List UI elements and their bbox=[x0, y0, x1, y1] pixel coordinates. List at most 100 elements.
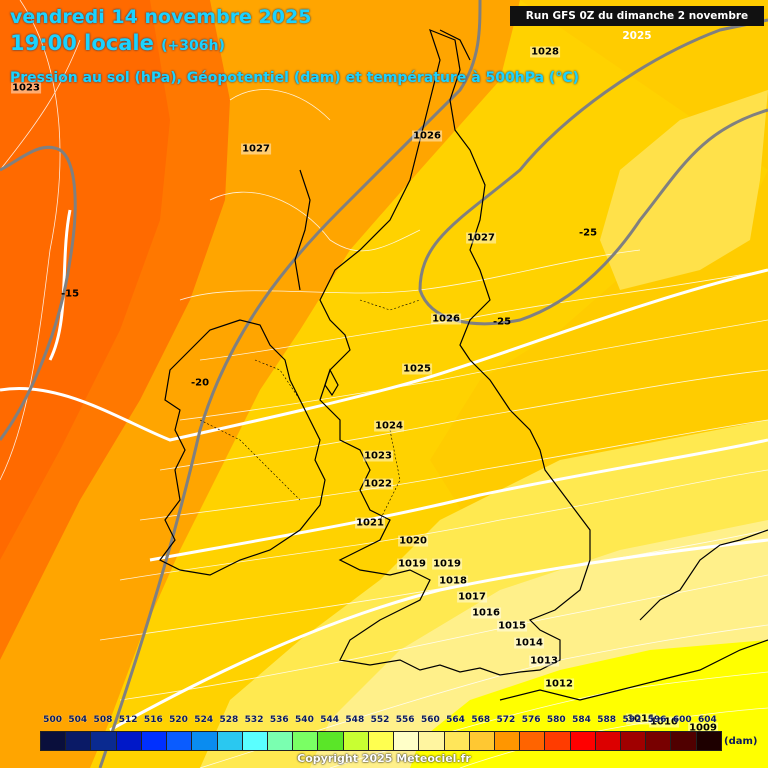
legend-value: 500 bbox=[43, 715, 62, 725]
legend-swatch bbox=[343, 732, 369, 750]
legend-swatch bbox=[646, 732, 672, 750]
temperature-label: -25 bbox=[492, 316, 512, 328]
pressure-label: 1022 bbox=[363, 478, 393, 490]
map-subtitle: Pression au sol (hPa), Géopotentiel (dam… bbox=[10, 70, 579, 86]
legend-swatch bbox=[267, 732, 294, 750]
legend-value: 600 bbox=[672, 715, 692, 725]
temperature-label: -15 bbox=[60, 288, 80, 300]
legend-color-bar bbox=[40, 731, 722, 751]
pressure-label: 1027 bbox=[241, 143, 271, 155]
legend-swatch bbox=[494, 732, 521, 750]
coastlines bbox=[159, 28, 768, 701]
pressure-label: 1023 bbox=[11, 82, 41, 94]
legend-swatch bbox=[444, 732, 470, 750]
legend-swatch bbox=[520, 732, 546, 750]
legend-swatch bbox=[545, 732, 571, 750]
legend-swatch bbox=[621, 732, 647, 750]
pressure-label: 1019 bbox=[432, 558, 462, 570]
legend-swatch bbox=[419, 732, 445, 750]
band-560-east bbox=[430, 0, 768, 570]
legend-value: 564 bbox=[446, 715, 465, 725]
legend-value: 508 bbox=[93, 715, 113, 725]
pressure-label: 1017 bbox=[457, 591, 487, 603]
legend-value: 540 bbox=[295, 715, 314, 725]
legend-value: 516 bbox=[143, 715, 163, 725]
hebrides bbox=[294, 169, 311, 291]
band-572 bbox=[0, 0, 170, 560]
legend-value: 572 bbox=[496, 715, 516, 725]
legend-swatch bbox=[696, 732, 721, 750]
legend-value: 576 bbox=[521, 715, 541, 725]
legend-swatch bbox=[469, 732, 495, 750]
forecast-lead-time: (+306h) bbox=[161, 38, 225, 54]
pressure-label: 1026 bbox=[431, 313, 461, 325]
forecast-time-value: 19:00 locale bbox=[10, 31, 154, 55]
orkney bbox=[439, 29, 471, 61]
legend-value: 504 bbox=[68, 715, 88, 725]
legend-value: 520 bbox=[169, 715, 188, 725]
legend-swatch bbox=[217, 732, 243, 750]
legend-swatch bbox=[671, 732, 697, 750]
legend-swatch bbox=[595, 732, 622, 750]
legend-swatch bbox=[318, 732, 344, 750]
pressure-label: 1016 bbox=[471, 607, 501, 619]
pressure-label: 1027 bbox=[466, 232, 496, 244]
legend-value: 556 bbox=[395, 715, 415, 725]
pressure-label: 1028 bbox=[530, 46, 560, 58]
legend-swatch bbox=[66, 732, 92, 750]
france-coast bbox=[499, 639, 768, 701]
pressure-label: 1012 bbox=[544, 678, 574, 690]
legend-value: 580 bbox=[546, 715, 566, 725]
temperature-label: -20 bbox=[190, 377, 210, 389]
pressure-label: 1013 bbox=[529, 655, 559, 667]
pressure-label: 1010 bbox=[649, 716, 679, 728]
forecast-date: vendredi 14 novembre 2025 bbox=[10, 6, 312, 28]
legend-value: 512 bbox=[118, 715, 138, 725]
legend-value: 552 bbox=[370, 715, 390, 725]
pressure-label: 1025 bbox=[402, 363, 432, 375]
legend-swatch bbox=[91, 732, 117, 750]
legend-value: 524 bbox=[194, 715, 214, 725]
pressure-label: 1014 bbox=[514, 637, 544, 649]
pressure-label: 1015 bbox=[497, 620, 527, 632]
benelux-coast bbox=[639, 529, 768, 621]
pressure-label: 1021 bbox=[355, 517, 385, 529]
pressure-label: 1024 bbox=[374, 420, 404, 432]
legend-value: 560 bbox=[420, 715, 440, 725]
legend-value: 604 bbox=[698, 715, 717, 725]
legend-value: 568 bbox=[471, 715, 491, 725]
temperature-label: -25 bbox=[578, 227, 598, 239]
pressure-label: 1011 bbox=[626, 713, 656, 725]
pressure-label: 1019 bbox=[397, 558, 427, 570]
legend-swatch bbox=[242, 732, 268, 750]
legend-swatch bbox=[293, 732, 319, 750]
isle-of-man bbox=[324, 368, 339, 397]
legend-swatch bbox=[394, 732, 420, 750]
legend-swatch bbox=[192, 732, 218, 750]
legend-unit: (dam) bbox=[724, 736, 758, 747]
britain-coast bbox=[319, 28, 591, 676]
legend-value: 544 bbox=[320, 715, 340, 725]
legend-swatch bbox=[116, 732, 142, 750]
pressure-label: 1009 bbox=[688, 722, 718, 734]
legend-value: 548 bbox=[345, 715, 365, 725]
legend-value: 596 bbox=[647, 715, 667, 725]
legend-swatch bbox=[570, 732, 596, 750]
pressure-label: 1023 bbox=[363, 450, 393, 462]
forecast-time: 19:00 locale (+306h) bbox=[10, 31, 225, 55]
legend-swatch bbox=[41, 732, 67, 750]
band-556-north bbox=[600, 90, 768, 290]
legend-swatch bbox=[141, 732, 168, 750]
legend-value: 588 bbox=[597, 715, 617, 725]
legend-value: 536 bbox=[269, 715, 289, 725]
legend-values: 500 504 508 512 516 520 524 528 532 536 540 544 548 5… bbox=[40, 715, 720, 729]
legend-swatch bbox=[368, 732, 395, 750]
legend-swatch bbox=[167, 732, 193, 750]
pressure-label: 1026 bbox=[412, 130, 442, 142]
borders bbox=[199, 299, 421, 521]
legend-value: 592 bbox=[622, 715, 642, 725]
pressure-label: 1020 bbox=[398, 535, 428, 547]
